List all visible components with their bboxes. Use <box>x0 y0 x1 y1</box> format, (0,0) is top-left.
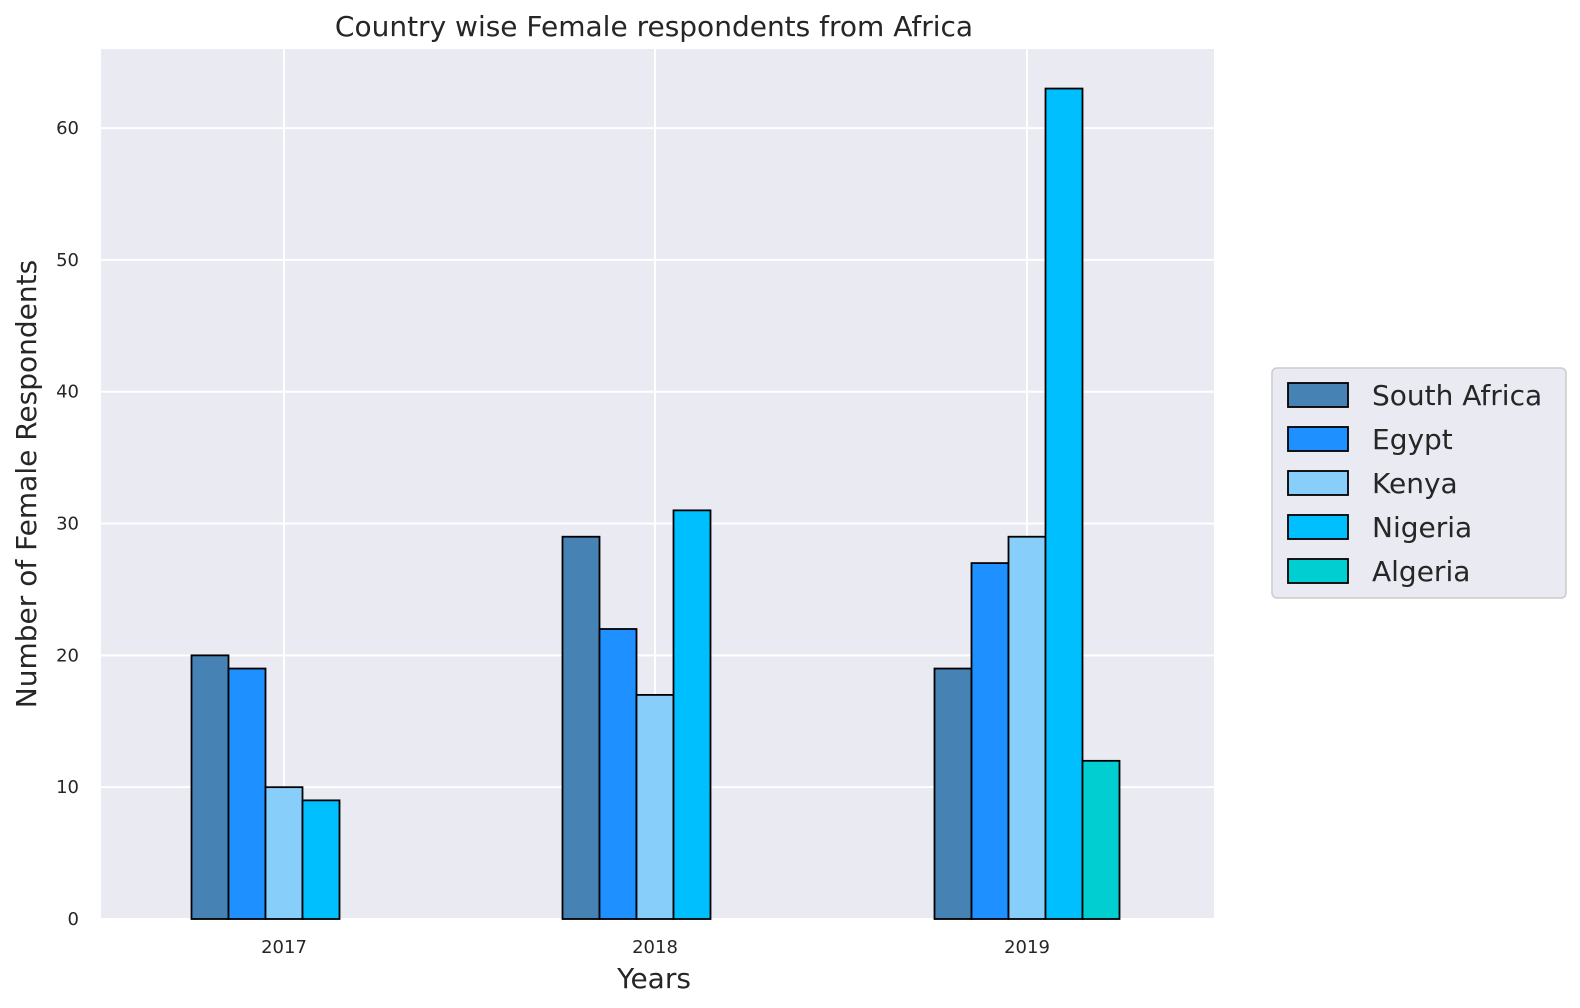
y-tick-label-2: 20 <box>56 645 79 666</box>
y-axis-label: Number of Female Respondents <box>10 260 43 708</box>
bar-kenya-2017 <box>264 786 304 920</box>
legend-label-nigeria: Nigeria <box>1372 511 1472 544</box>
legend-swatch-kenya <box>1287 470 1349 496</box>
bar-nigeria-2017 <box>301 799 341 920</box>
legend-label-kenya: Kenya <box>1372 467 1458 500</box>
legend-swatch-south-africa <box>1287 382 1349 408</box>
legend-swatch-nigeria <box>1287 514 1349 540</box>
legend-label-egypt: Egypt <box>1372 423 1453 456</box>
x-axis-ticks: 2017 2018 2019 <box>261 937 1050 958</box>
y-tick-label-3: 30 <box>56 514 79 535</box>
y-tick-label-6: 60 <box>56 118 79 139</box>
y-tick-label-0: 0 <box>68 909 79 930</box>
bar-south-africa-2018 <box>561 535 601 920</box>
bars <box>190 87 1121 920</box>
bar-kenya-2019 <box>1007 535 1047 920</box>
x-tick-label-1: 2018 <box>632 937 678 958</box>
legend-label-algeria: Algeria <box>1372 555 1470 588</box>
legend: South Africa Egypt Kenya Nigeria Algeria <box>1271 367 1567 599</box>
bar-nigeria-2019 <box>1044 87 1084 920</box>
y-axis-ticks: 0 10 20 30 40 50 60 <box>56 118 79 930</box>
legend-swatch-egypt <box>1287 426 1349 452</box>
x-axis-label: Years <box>616 962 691 995</box>
bar-egypt-2019 <box>970 562 1010 920</box>
y-tick-label-4: 40 <box>56 382 79 403</box>
x-tick-label-2: 2019 <box>1004 937 1050 958</box>
legend-box <box>1271 367 1567 599</box>
bar-nigeria-2018 <box>672 509 712 920</box>
legend-label-south-africa: South Africa <box>1372 379 1542 412</box>
x-tick-label-0: 2017 <box>261 937 307 958</box>
bar-algeria-2019 <box>1081 759 1121 920</box>
bar-egypt-2017 <box>227 667 267 920</box>
bar-kenya-2018 <box>635 694 675 920</box>
bar-south-africa-2019 <box>933 667 973 920</box>
bar-egypt-2018 <box>598 628 638 920</box>
chart-title: Country wise Female respondents from Afr… <box>335 10 973 43</box>
legend-swatch-algeria <box>1287 558 1349 584</box>
y-tick-label-1: 10 <box>56 777 79 798</box>
y-tick-label-5: 50 <box>56 250 79 271</box>
bar-south-africa-2017 <box>190 654 230 920</box>
